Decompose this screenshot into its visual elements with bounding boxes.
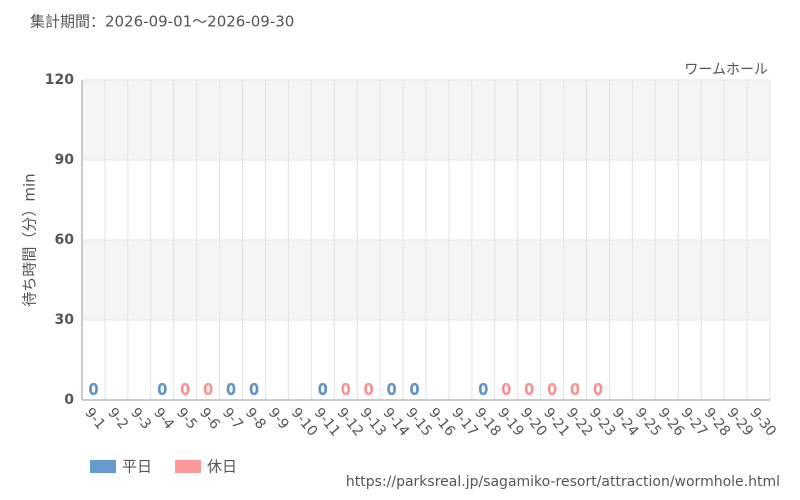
data-label: 0 bbox=[226, 381, 236, 399]
data-label: 0 bbox=[410, 381, 420, 399]
legend-label: 休日 bbox=[207, 458, 237, 476]
data-label: 0 bbox=[387, 381, 397, 399]
legend-swatch bbox=[90, 460, 116, 473]
x-tick-label: 9-1 bbox=[81, 405, 108, 433]
y-tick-label: 60 bbox=[55, 232, 75, 248]
x-tick-label: 9-6 bbox=[196, 405, 223, 433]
x-tick-label: 9-4 bbox=[150, 405, 177, 433]
source-url: https://parksreal.jp/sagamiko-resort/att… bbox=[346, 474, 780, 490]
legend-swatch bbox=[175, 460, 201, 473]
data-label: 0 bbox=[570, 381, 580, 399]
data-label: 0 bbox=[593, 381, 603, 399]
chart-title: 集計期間：2026-09-01～2026-09-30 bbox=[30, 13, 294, 31]
data-label: 0 bbox=[180, 381, 190, 399]
x-tick-label: 9-3 bbox=[127, 405, 154, 433]
data-label: 0 bbox=[524, 381, 534, 399]
legend-label: 平日 bbox=[122, 458, 152, 476]
data-label: 0 bbox=[501, 381, 511, 399]
y-tick-label: 30 bbox=[55, 312, 75, 328]
data-label: 0 bbox=[364, 381, 374, 399]
x-tick-label: 9-9 bbox=[265, 405, 292, 433]
x-tick-label: 9-2 bbox=[104, 405, 131, 433]
x-tick-label: 9-5 bbox=[173, 405, 200, 433]
data-label: 0 bbox=[547, 381, 557, 399]
x-tick-label: 9-8 bbox=[242, 405, 269, 433]
y-tick-label: 0 bbox=[64, 392, 74, 408]
data-label: 0 bbox=[341, 381, 351, 399]
data-label: 0 bbox=[318, 381, 328, 399]
data-label: 0 bbox=[479, 381, 489, 399]
data-label: 0 bbox=[203, 381, 213, 399]
y-tick-label: 90 bbox=[55, 152, 75, 168]
chart-subtitle: ワームホール bbox=[684, 62, 768, 78]
x-tick-label: 9-7 bbox=[219, 405, 246, 433]
data-label: 0 bbox=[89, 381, 99, 399]
y-axis-label: 待ち時間（分）min bbox=[21, 173, 39, 306]
data-label: 0 bbox=[157, 381, 167, 399]
data-label: 0 bbox=[249, 381, 259, 399]
y-tick-label: 120 bbox=[45, 72, 74, 88]
